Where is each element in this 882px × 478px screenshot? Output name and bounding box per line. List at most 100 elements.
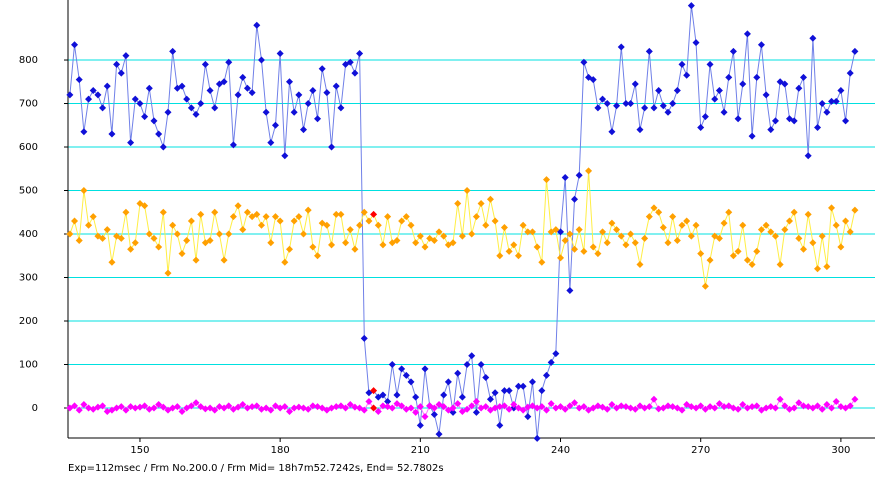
data-point [412,393,420,401]
data-point [309,402,317,410]
data-point [267,139,275,147]
data-point [351,403,359,411]
data-point [201,405,209,413]
data-point [631,405,639,413]
data-point [557,403,565,411]
data-point [248,403,256,411]
data-point [173,403,181,411]
data-point [571,245,579,253]
data-point [206,237,214,245]
data-point [514,252,522,260]
data-point [66,230,74,238]
data-point [603,405,611,413]
data-point [533,434,541,442]
data-point [108,130,116,138]
data-point [239,73,247,81]
data-point [435,430,443,438]
data-point [585,167,593,175]
data-point [743,256,751,264]
data-point [552,350,560,358]
data-point [239,401,247,409]
data-point [332,82,340,90]
data-point [767,228,775,236]
data-point [257,56,265,64]
data-point [486,395,494,403]
data-point [528,228,536,236]
data-point [374,221,382,229]
data-point [211,208,219,216]
data-point [384,397,392,405]
data-point [505,405,513,413]
data-point [155,401,163,409]
data-point [547,400,555,408]
data-point [664,108,672,116]
data-point [393,237,401,245]
data-point [589,243,597,251]
data-point [800,73,808,81]
data-point [131,239,139,247]
data-point [164,108,172,116]
data-point [169,47,177,55]
data-point [234,202,242,210]
data-point [482,403,490,411]
data-point [468,402,476,410]
data-point [851,47,859,55]
data-point [809,239,817,247]
data-point [136,100,144,108]
data-point [748,403,756,411]
data-point [393,391,401,399]
data-point [613,226,621,234]
y-tick-label: 0 [32,403,38,414]
data-point [683,71,691,79]
data-point [748,132,756,140]
data-point [636,126,644,134]
data-point [80,187,88,195]
data-point [370,210,378,218]
data-point [828,404,836,412]
data-point [743,30,751,38]
data-point [332,403,340,411]
data-point [603,100,611,108]
data-point [505,247,513,255]
data-point [739,221,747,229]
data-point [342,404,350,412]
data-point [75,406,83,414]
data-point [491,389,499,397]
data-point [374,407,382,415]
data-point [683,217,691,225]
data-point [608,401,616,409]
data-point [150,117,158,125]
data-point [94,91,102,99]
data-point [80,401,88,409]
data-point [211,104,219,112]
data-point [342,239,350,247]
data-point [613,102,621,110]
data-point [300,230,308,238]
data-point [776,395,784,403]
data-point [314,252,322,260]
data-point [103,82,111,90]
data-point [449,404,457,412]
data-point [697,250,705,258]
data-point [131,95,139,103]
data-point [290,217,298,225]
y-tick-label: 300 [19,273,38,284]
data-point [482,221,490,229]
data-point [220,78,228,86]
data-point [561,173,569,181]
data-point [542,176,550,184]
data-point [739,80,747,88]
data-point [655,86,663,94]
y-tick-label: 700 [19,99,38,110]
data-point [528,378,536,386]
data-point [304,405,312,413]
data-point [472,397,480,405]
data-point [103,226,111,234]
data-point [753,247,761,255]
data-point [388,404,396,412]
data-point [818,100,826,108]
data-point [131,404,139,412]
data-point [225,402,233,410]
data-point [580,58,588,66]
data-point [463,405,471,413]
